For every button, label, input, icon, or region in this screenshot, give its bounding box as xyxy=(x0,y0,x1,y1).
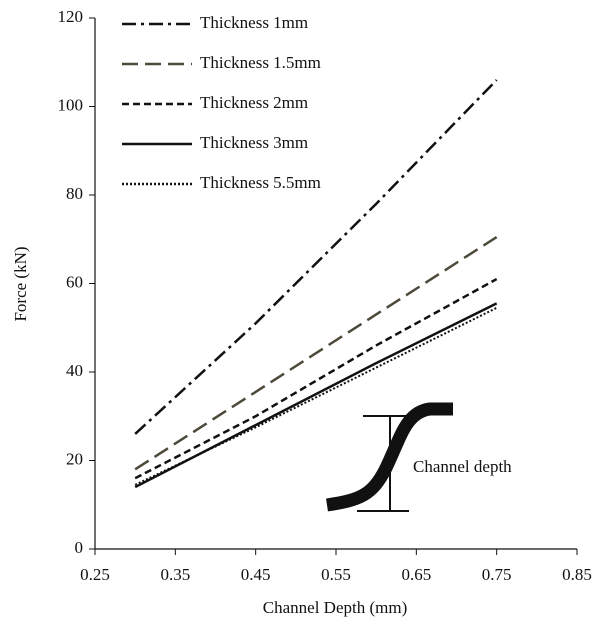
x-tick-label: 0.35 xyxy=(160,565,190,584)
series-line xyxy=(134,277,498,480)
y-tick-label: 100 xyxy=(58,95,84,114)
y-tick-label: 20 xyxy=(66,449,83,468)
legend-label: Thickness 2mm xyxy=(200,93,308,112)
y-tick-label: 120 xyxy=(58,7,84,26)
inset-diagram: Channel depth xyxy=(326,402,512,512)
y-axis-label: Force (kN) xyxy=(11,246,30,321)
series-line xyxy=(134,79,498,435)
x-tick-label: 0.25 xyxy=(80,565,110,584)
series-line xyxy=(134,235,498,471)
legend-label: Thickness 1mm xyxy=(200,13,308,32)
series-line xyxy=(134,302,498,489)
legend-label: Thickness 3mm xyxy=(200,133,308,152)
annotation: Channel depth xyxy=(413,457,512,476)
y-tick-label: 40 xyxy=(66,361,83,380)
x-tick-label: 0.45 xyxy=(241,565,271,584)
x-tick-label: 0.55 xyxy=(321,565,351,584)
channel-profile xyxy=(326,402,453,512)
series-line xyxy=(134,306,498,486)
legend-label: Thickness 1.5mm xyxy=(200,53,321,72)
y-tick-label: 0 xyxy=(75,538,84,557)
x-tick-label: 0.65 xyxy=(401,565,431,584)
x-axis-label: Channel Depth (mm) xyxy=(263,598,407,617)
x-tick-label: 0.85 xyxy=(562,565,592,584)
x-tick-label: 0.75 xyxy=(482,565,512,584)
y-tick-label: 80 xyxy=(66,184,83,203)
y-tick-label: 60 xyxy=(66,272,83,291)
legend-label: Thickness 5.5mm xyxy=(200,173,321,192)
